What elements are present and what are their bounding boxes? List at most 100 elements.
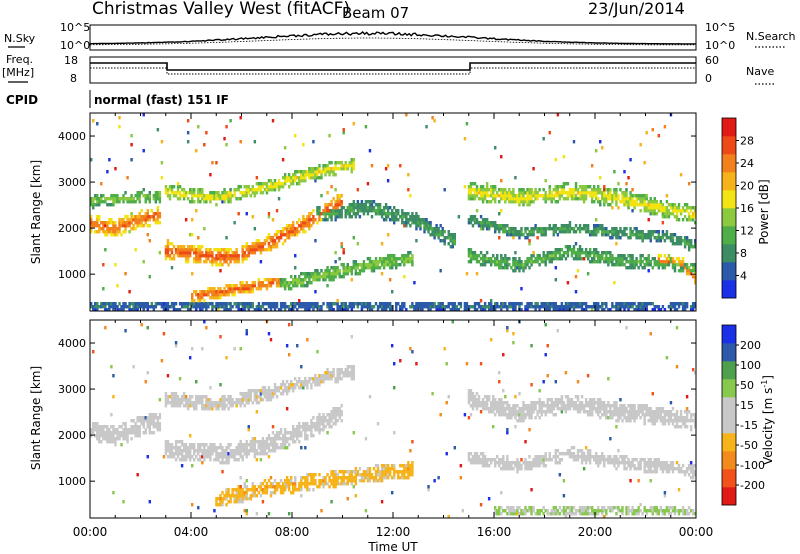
power-cell xyxy=(96,221,99,225)
power-cell xyxy=(407,218,410,222)
power-cell xyxy=(176,182,180,186)
velocity-cell xyxy=(243,509,246,513)
power-cell xyxy=(271,119,275,123)
velocity-cell xyxy=(366,470,370,474)
velocity-cell xyxy=(265,440,269,444)
power-cell xyxy=(494,185,497,189)
power-cell xyxy=(556,248,560,252)
power-cell xyxy=(566,254,570,258)
power-cell xyxy=(354,269,358,273)
power-cell xyxy=(568,305,572,309)
power-cell xyxy=(595,149,598,153)
power-cell xyxy=(108,218,111,222)
velocity-cell xyxy=(310,422,313,426)
power-cell xyxy=(300,302,303,306)
power-cell xyxy=(441,227,444,231)
velocity-cell xyxy=(364,470,368,474)
power-cell xyxy=(599,305,602,309)
power-cell xyxy=(653,230,656,234)
power-cell xyxy=(201,194,204,198)
power-cell xyxy=(267,185,271,189)
power-cell xyxy=(629,227,632,231)
power-cell xyxy=(229,254,232,258)
power-cell xyxy=(601,254,604,258)
velocity-cell xyxy=(205,407,208,411)
power-cell xyxy=(386,305,390,309)
power-cell xyxy=(572,188,576,192)
velocity-cell xyxy=(199,449,202,453)
power-cell xyxy=(271,182,275,186)
velocity-cell xyxy=(265,485,269,489)
velocity-cell xyxy=(368,476,372,480)
power-cell xyxy=(479,194,483,198)
velocity-cell xyxy=(263,491,267,495)
power-cell xyxy=(217,293,220,297)
power-cell xyxy=(330,212,333,216)
power-cell xyxy=(584,191,588,195)
power-cell xyxy=(479,185,483,189)
velocity-cell xyxy=(269,494,273,498)
velocity-cell xyxy=(245,332,248,336)
velocity-cell xyxy=(257,443,261,447)
power-cell xyxy=(544,254,547,258)
power-cell xyxy=(603,200,606,204)
power-cell xyxy=(514,260,517,264)
velocity-cell xyxy=(405,476,408,480)
power-cell xyxy=(564,230,568,234)
power-cell xyxy=(289,176,293,180)
power-cell xyxy=(136,215,139,219)
velocity-cell xyxy=(221,407,224,411)
velocity-cell xyxy=(318,419,321,423)
power-cell xyxy=(310,275,313,279)
power-cell xyxy=(435,224,438,228)
power-cell xyxy=(217,305,220,309)
velocity-cell xyxy=(162,455,166,459)
power-cell xyxy=(94,224,97,228)
power-cell xyxy=(522,188,525,192)
power-cell xyxy=(532,233,535,237)
velocity-cell xyxy=(300,434,303,438)
velocity-cell xyxy=(338,416,341,420)
velocity-cell xyxy=(229,497,232,501)
power-cell xyxy=(209,296,212,300)
power-cell xyxy=(302,176,305,180)
power-cell xyxy=(316,272,319,276)
power-cell xyxy=(247,287,250,291)
power-cell xyxy=(96,194,99,198)
power-cell xyxy=(102,302,105,306)
power-cell xyxy=(358,215,362,219)
power-cell xyxy=(562,182,566,186)
velocity-cell xyxy=(312,479,315,483)
velocity-cell xyxy=(219,443,222,447)
velocity-cell xyxy=(235,404,238,408)
power-cell xyxy=(251,287,255,291)
power-cell xyxy=(205,200,208,204)
power-cell xyxy=(534,194,537,198)
power-cell xyxy=(588,254,592,258)
power-cell xyxy=(586,254,590,258)
velocity-cell xyxy=(300,482,303,486)
power-cell xyxy=(540,233,543,237)
power-cell xyxy=(241,248,244,252)
power-cell xyxy=(586,224,590,228)
velocity-cell xyxy=(247,443,250,447)
power-cell xyxy=(653,206,656,210)
power-cell xyxy=(592,200,596,204)
velocity-cell xyxy=(269,485,273,489)
velocity-cell xyxy=(346,368,349,372)
power-cell xyxy=(663,254,667,258)
velocity-cell xyxy=(235,398,238,402)
power-cell xyxy=(457,215,461,219)
power-cell xyxy=(376,308,380,312)
power-cell xyxy=(427,224,430,228)
velocity-cell xyxy=(251,449,255,453)
velocity-cell xyxy=(281,485,285,489)
power-cell xyxy=(112,227,115,231)
velocity-cell xyxy=(227,500,230,504)
power-cell xyxy=(362,203,366,207)
power-cell xyxy=(146,194,149,198)
power-cell xyxy=(158,200,162,204)
power-cell xyxy=(494,188,497,192)
velocity-cell xyxy=(289,383,293,387)
